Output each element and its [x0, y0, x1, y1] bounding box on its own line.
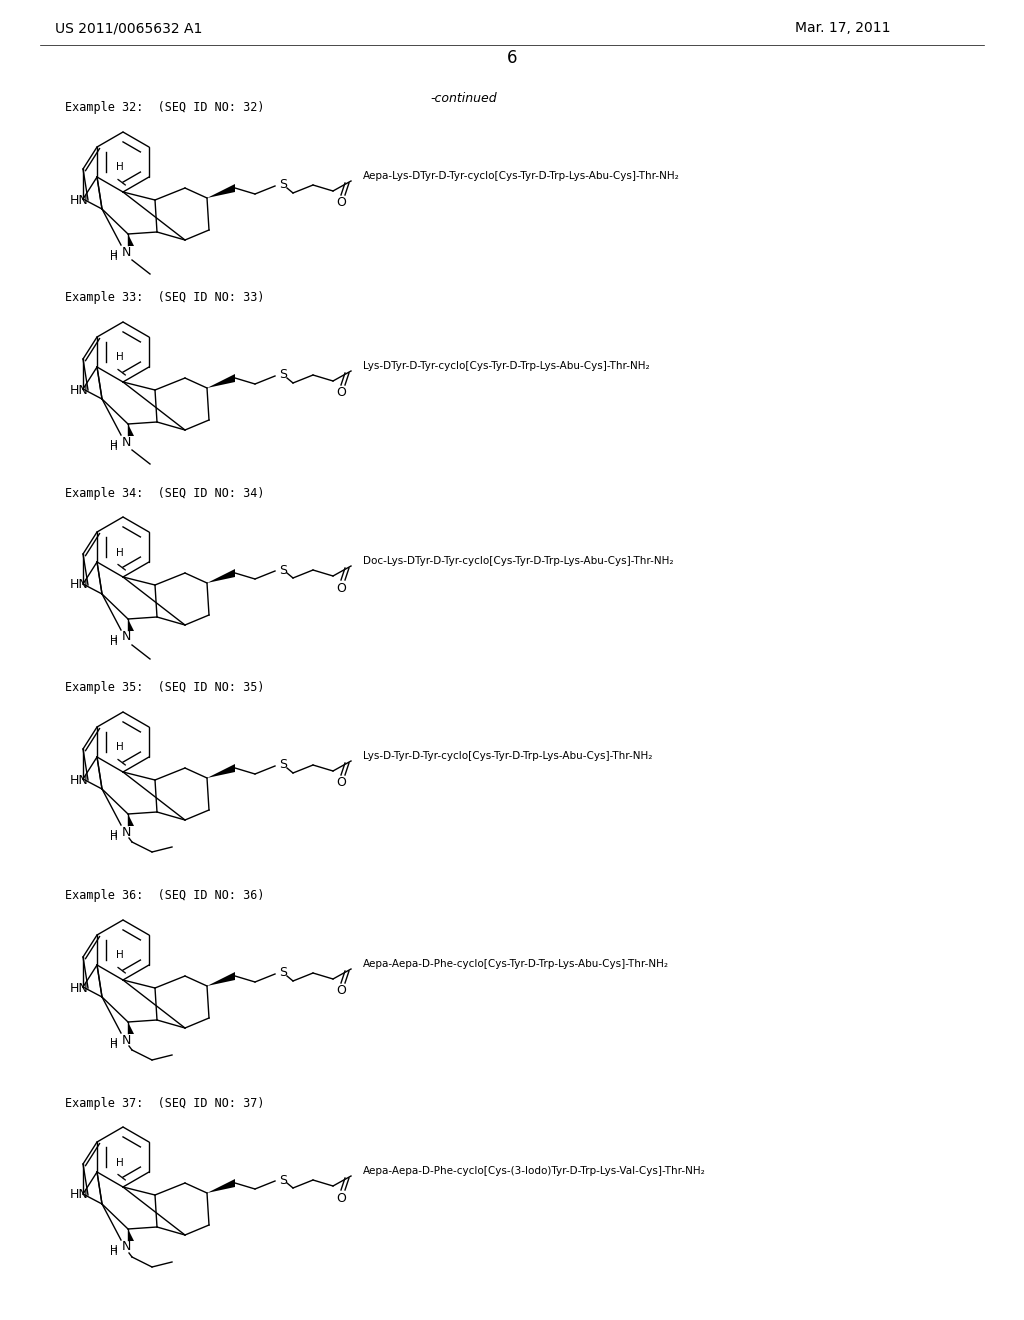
Text: -continued: -continued [430, 91, 497, 104]
Text: HN: HN [70, 578, 89, 591]
Text: HN: HN [70, 982, 89, 994]
Text: H: H [111, 635, 118, 645]
Polygon shape [207, 972, 234, 986]
Text: O: O [336, 197, 346, 210]
Text: Aepa-Aepa-D-Phe-cyclo[Cys-(3-Iodo)Tyr-D-Trp-Lys-Val-Cys]-Thr-NH₂: Aepa-Aepa-D-Phe-cyclo[Cys-(3-Iodo)Tyr-D-… [362, 1166, 706, 1176]
Text: Example 37:  (SEQ ID NO: 37): Example 37: (SEQ ID NO: 37) [65, 1097, 264, 1110]
Text: S: S [279, 759, 287, 771]
Text: H: H [111, 442, 118, 451]
Polygon shape [128, 619, 134, 631]
Polygon shape [207, 183, 234, 198]
Text: HN: HN [70, 1188, 89, 1201]
Text: H: H [111, 832, 118, 842]
Text: S: S [279, 1173, 287, 1187]
Text: H: H [111, 252, 118, 261]
Text: Aepa-Lys-DTyr-D-Tyr-cyclo[Cys-Tyr-D-Trp-Lys-Abu-Cys]-Thr-NH₂: Aepa-Lys-DTyr-D-Tyr-cyclo[Cys-Tyr-D-Trp-… [362, 172, 680, 181]
Text: N: N [121, 825, 131, 838]
Text: H: H [111, 1247, 118, 1257]
Text: HN: HN [70, 194, 89, 206]
Text: Mar. 17, 2011: Mar. 17, 2011 [795, 21, 891, 36]
Text: Example 33:  (SEQ ID NO: 33): Example 33: (SEQ ID NO: 33) [65, 292, 264, 305]
Text: H: H [111, 638, 118, 647]
Polygon shape [207, 1179, 234, 1193]
Text: H: H [111, 249, 118, 260]
Text: S: S [279, 966, 287, 979]
Text: O: O [336, 985, 346, 998]
Text: HN: HN [70, 774, 89, 787]
Text: S: S [279, 178, 287, 191]
Text: N: N [121, 1241, 131, 1254]
Text: H: H [116, 742, 124, 752]
Text: H: H [116, 548, 124, 557]
Text: N: N [121, 436, 131, 449]
Text: N: N [121, 1034, 131, 1047]
Polygon shape [207, 374, 234, 388]
Text: Doc-Lys-DTyr-D-Tyr-cyclo[Cys-Tyr-D-Trp-Lys-Abu-Cys]-Thr-NH₂: Doc-Lys-DTyr-D-Tyr-cyclo[Cys-Tyr-D-Trp-L… [362, 556, 674, 566]
Text: Lys-DTyr-D-Tyr-cyclo[Cys-Tyr-D-Trp-Lys-Abu-Cys]-Thr-NH₂: Lys-DTyr-D-Tyr-cyclo[Cys-Tyr-D-Trp-Lys-A… [362, 360, 649, 371]
Text: H: H [116, 950, 124, 961]
Text: H: H [116, 162, 124, 173]
Text: O: O [336, 582, 346, 594]
Text: Example 32:  (SEQ ID NO: 32): Example 32: (SEQ ID NO: 32) [65, 102, 264, 115]
Text: O: O [336, 1192, 346, 1204]
Polygon shape [207, 569, 234, 583]
Polygon shape [128, 1229, 134, 1241]
Text: HN: HN [70, 384, 89, 396]
Text: H: H [116, 352, 124, 363]
Polygon shape [207, 764, 234, 777]
Text: H: H [116, 1158, 124, 1167]
Text: Aepa-Aepa-D-Phe-cyclo[Cys-Tyr-D-Trp-Lys-Abu-Cys]-Thr-NH₂: Aepa-Aepa-D-Phe-cyclo[Cys-Tyr-D-Trp-Lys-… [362, 960, 669, 969]
Text: N: N [121, 631, 131, 644]
Text: S: S [279, 368, 287, 381]
Text: O: O [336, 387, 346, 400]
Text: H: H [111, 1040, 118, 1049]
Text: Example 36:  (SEQ ID NO: 36): Example 36: (SEQ ID NO: 36) [65, 890, 264, 903]
Text: 6: 6 [507, 49, 517, 67]
Polygon shape [128, 234, 134, 246]
Text: Example 35:  (SEQ ID NO: 35): Example 35: (SEQ ID NO: 35) [65, 681, 264, 694]
Polygon shape [128, 424, 134, 436]
Text: H: H [111, 830, 118, 840]
Text: H: H [111, 440, 118, 450]
Text: Example 34:  (SEQ ID NO: 34): Example 34: (SEQ ID NO: 34) [65, 487, 264, 499]
Polygon shape [128, 814, 134, 826]
Text: H: H [111, 1038, 118, 1048]
Text: O: O [336, 776, 346, 789]
Text: US 2011/0065632 A1: US 2011/0065632 A1 [55, 21, 203, 36]
Polygon shape [128, 1022, 134, 1034]
Text: Lys-D-Tyr-D-Tyr-cyclo[Cys-Tyr-D-Trp-Lys-Abu-Cys]-Thr-NH₂: Lys-D-Tyr-D-Tyr-cyclo[Cys-Tyr-D-Trp-Lys-… [362, 751, 652, 762]
Text: S: S [279, 564, 287, 577]
Text: N: N [121, 246, 131, 259]
Text: H: H [111, 1245, 118, 1255]
